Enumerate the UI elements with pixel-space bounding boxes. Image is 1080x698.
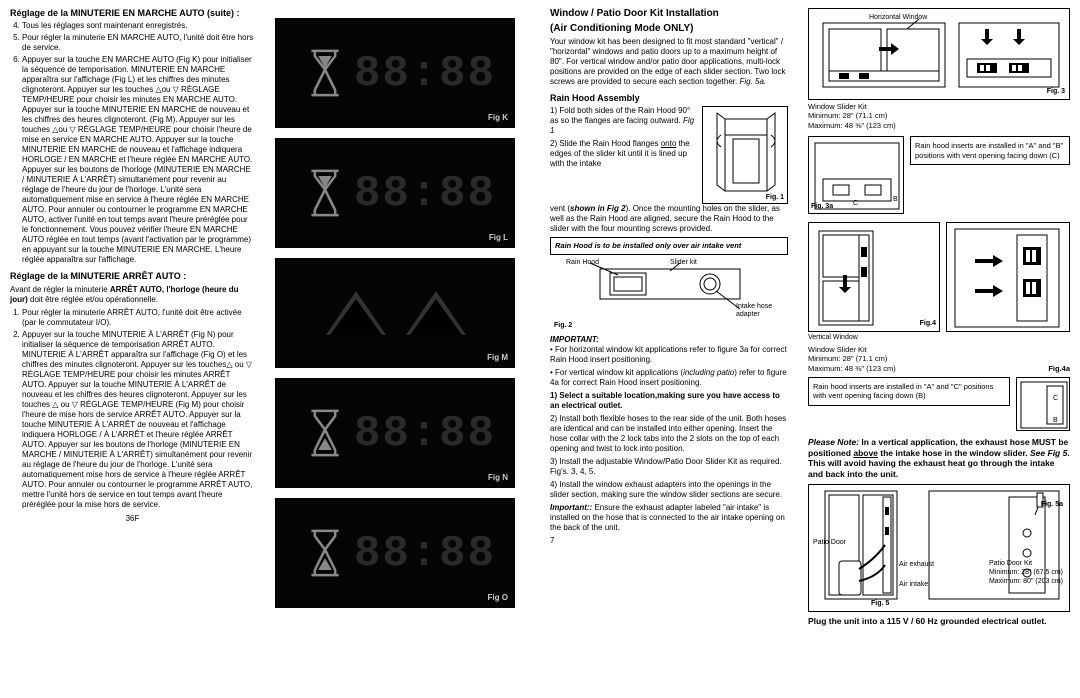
rain-title: Rain Hood Assembly <box>550 93 788 104</box>
p2: 2) Install both flexible hoses to the re… <box>550 414 788 454</box>
rain-row1: 1) Fold both sides of the Rain Hood 90° … <box>550 106 788 204</box>
please-note: Please Note: In a vertical application, … <box>808 437 1070 480</box>
col-panels: 88:88 Fig K 88:88 Fig L Fig M 88:88 Fig … <box>265 0 540 698</box>
p4: 4) Install the window exhaust adapters i… <box>550 480 788 500</box>
rain-p2b: vent (shown in Fig 2). Once the mounting… <box>550 204 788 234</box>
fr-sub2-intro: Avant de régler la minuterie ARRÊT AUTO,… <box>10 285 255 305</box>
en-subtitle: (Air Conditioning Mode ONLY) <box>550 23 788 36</box>
diagram-fig3: Horizontal Window Fig. 3 <box>808 8 1070 100</box>
panel-k: 88:88 Fig K <box>275 18 515 128</box>
plug-note: Plug the unit into a 115 V / 60 Hz groun… <box>808 616 1070 627</box>
panel-m: Fig M <box>275 258 515 368</box>
fr-item-4: Tous les réglages sont maintenant enregi… <box>22 21 255 31</box>
row-fig4: Fig.4 Vertical Window <box>808 222 1070 343</box>
fig4-caption: Window Slider Kit Minimum: 28" (71.1 cm)… <box>808 345 1070 373</box>
page-36f: 36F <box>10 514 255 524</box>
panel-o: 88:88 Fig O <box>275 498 515 608</box>
imp-b1: • For horizontal window kit applications… <box>550 345 788 365</box>
panel-l: 88:88 Fig L <box>275 138 515 248</box>
page-7: 7 <box>550 536 788 546</box>
fr-sub2: Réglage de la MINUTERIE ARRÊT AUTO : <box>10 271 255 282</box>
fr-title: Réglage de la MINUTERIE EN MARCHE AUTO (… <box>10 8 255 19</box>
note-rainhood: Rain Hood is to be installed only over a… <box>550 237 788 254</box>
diagram-4a-mini: CB <box>1016 377 1070 431</box>
fr2-item-1: Pour régler la minuterie ARRÊT AUTO, l'u… <box>22 308 255 328</box>
rain-p1: 1) Fold both sides of the Rain Hood 90° … <box>550 106 696 136</box>
diagram-fig4-close <box>946 222 1070 332</box>
col-french: Réglage de la MINUTERIE EN MARCHE AUTO (… <box>0 0 265 698</box>
svg-text:B: B <box>1053 417 1058 424</box>
imp-b3: 1) Select a suitable location,making sur… <box>550 391 788 411</box>
svg-text:Horizontal Window: Horizontal Window <box>869 14 928 21</box>
p5: Important:: Ensure the exhaust adapter l… <box>550 503 788 533</box>
pdk-cap: Patio Door KitMinimum: 28" (67.5 cm)Maxi… <box>989 560 1063 586</box>
note-4a: Rain hood inserts are installed in "A" a… <box>808 377 1010 406</box>
col-diagrams: Horizontal Window Fig. 3 Window Slider K… <box>798 0 1080 698</box>
row-fig4a: Rain hood inserts are installed in "A" a… <box>808 377 1070 431</box>
imp-b2: • For vertical window kit applications (… <box>550 368 788 388</box>
note-3a: Rain hood inserts are installed in "A" a… <box>910 136 1070 165</box>
fr-list2: Pour régler la minuterie ARRÊT AUTO, l'u… <box>10 308 255 510</box>
p3: 3) Install the adjustable Window/Patio D… <box>550 457 788 477</box>
fig3-caption: Window Slider Kit Minimum: 28" (71.1 cm)… <box>808 102 1070 130</box>
diagram-fig3a: CB Fig. 3a <box>808 136 904 214</box>
fr2-item-2: Appuyer sur la touche MINUTERIE À L'ARRÊ… <box>22 330 255 510</box>
panel-n: 88:88 Fig N <box>275 378 515 488</box>
fr-item-6: Appuyer sur la touche EN MARCHE AUTO (Fi… <box>22 55 255 265</box>
diagram-fig1: Fig. 1 <box>702 106 788 204</box>
diagram-fig2: Rain Hood Slider kit Intake hose adapter… <box>550 259 788 331</box>
row-fig3a: CB Fig. 3a Rain hood inserts are install… <box>808 136 1070 214</box>
rain-p2a: 2) Slide the Rain Hood flanges onto the … <box>550 139 696 169</box>
svg-text:C: C <box>853 200 858 207</box>
en-title: Window / Patio Door Kit Installation <box>550 8 788 21</box>
diagram-fig5: Patio Door Air exhaust Air intake Fig. 5… <box>808 484 1070 612</box>
important-h: IMPORTANT: <box>550 335 788 345</box>
en-intro: Your window kit has been designed to fit… <box>550 37 788 87</box>
fr-list1: Tous les réglages sont maintenant enregi… <box>10 21 255 265</box>
svg-text:B: B <box>893 196 898 203</box>
diagram-fig4: Fig.4 <box>808 222 940 332</box>
col-english: Window / Patio Door Kit Installation (Ai… <box>540 0 798 698</box>
fr-item-5: Pour régler la minuterie EN MARCHE AUTO,… <box>22 33 255 53</box>
svg-text:C: C <box>1053 395 1058 402</box>
